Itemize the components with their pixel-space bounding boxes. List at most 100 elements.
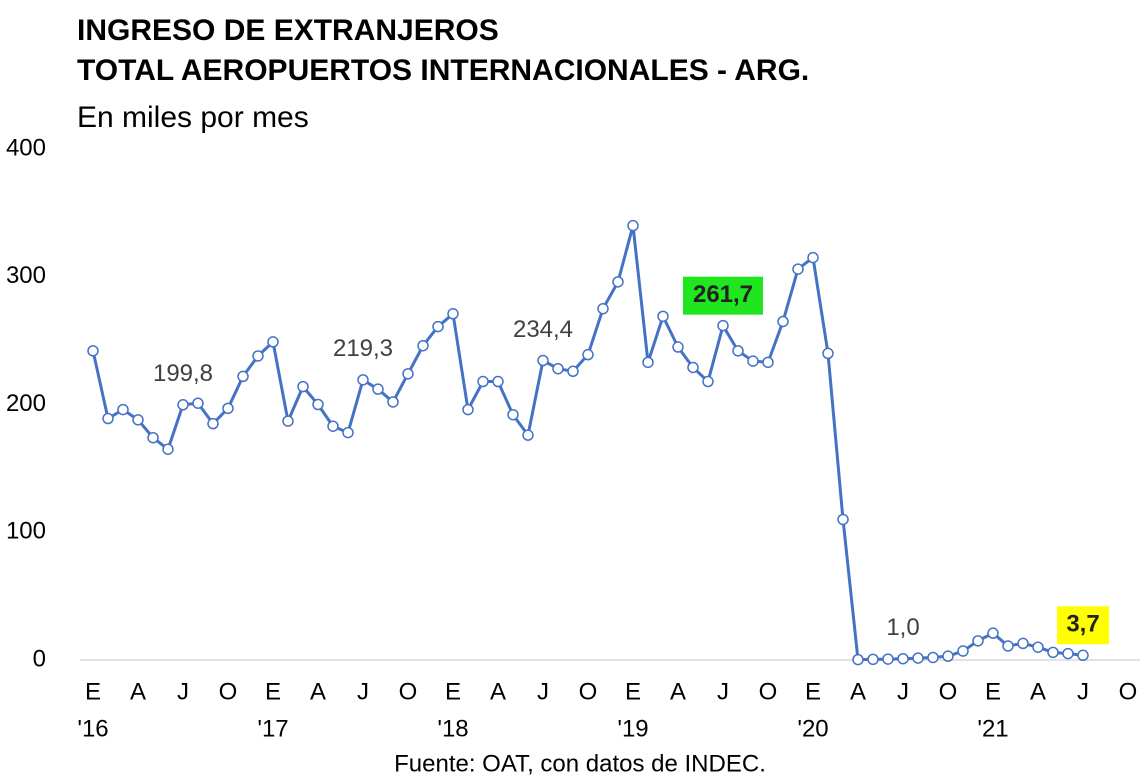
data-point (672, 341, 684, 353)
data-point (342, 426, 354, 439)
x-tick-label: E (85, 678, 101, 705)
x-tick-label: O (399, 678, 418, 705)
data-label: 199,8 (153, 360, 213, 387)
x-tick-label: E (445, 678, 461, 705)
data-point (987, 627, 999, 639)
y-tick-label: 400 (6, 134, 46, 161)
x-year-label: '20 (797, 715, 828, 742)
data-point (627, 219, 639, 232)
x-tick-label: E (625, 678, 641, 705)
y-tick-label: 200 (6, 390, 46, 417)
x-tick-label: J (717, 678, 729, 705)
x-year-label: '16 (77, 715, 108, 742)
data-point (417, 339, 429, 352)
data-point (522, 429, 534, 441)
data-point (747, 355, 759, 367)
data-point (552, 362, 564, 375)
data-point (267, 336, 279, 348)
chart-subtitle: En miles por mes (77, 101, 309, 134)
data-point (597, 302, 609, 315)
line-series (91, 224, 1084, 662)
data-point (237, 370, 249, 383)
data-point (447, 308, 459, 320)
x-tick-label: J (1077, 678, 1089, 705)
x-year-label: '18 (437, 715, 468, 742)
x-tick-label: O (939, 678, 958, 705)
x-tick-label: O (1119, 678, 1138, 705)
data-point (162, 443, 174, 455)
data-label: 1,0 (886, 614, 919, 641)
data-point (477, 375, 489, 388)
x-tick-label: J (177, 678, 189, 705)
data-point (807, 251, 819, 264)
data-point (1032, 641, 1044, 653)
source-note: Fuente: OAT, con datos de INDEC. (394, 750, 766, 777)
data-label: 3,7 (1066, 611, 1099, 638)
data-point (912, 652, 924, 664)
data-point (612, 276, 624, 288)
data-point (837, 513, 849, 526)
data-label: 261,7 (693, 281, 753, 308)
chart-title: INGRESO DE EXTRANJEROS (77, 14, 499, 47)
x-year-label: '17 (257, 715, 288, 742)
data-point (777, 315, 789, 328)
data-point (222, 402, 234, 415)
data-point (177, 399, 189, 411)
data-point (207, 417, 219, 430)
data-point (387, 396, 399, 408)
x-tick-label: A (310, 678, 326, 705)
data-point (732, 345, 744, 357)
x-tick-label: J (537, 678, 549, 705)
data-point (867, 653, 879, 666)
chart-title: TOTAL AEROPUERTOS INTERNACIONALES - ARG. (77, 54, 809, 87)
x-tick-label: E (265, 678, 281, 705)
data-point (252, 350, 264, 362)
data-point (507, 408, 519, 421)
data-point (927, 651, 939, 664)
data-point (432, 320, 444, 333)
data-point (102, 412, 114, 425)
x-tick-label: J (897, 678, 909, 705)
y-tick-label: 100 (6, 518, 46, 545)
x-year-label: '21 (977, 715, 1008, 742)
x-year-label: '19 (617, 715, 648, 742)
value-label-highlight (683, 276, 763, 315)
data-point (957, 645, 969, 657)
x-tick-label: O (219, 678, 238, 705)
data-point (792, 263, 804, 275)
x-tick-label: A (1030, 678, 1046, 705)
data-point (357, 374, 369, 386)
x-tick-label: J (357, 678, 369, 705)
x-tick-label: E (805, 678, 821, 705)
value-label-highlight (1057, 606, 1109, 645)
data-point (1062, 647, 1074, 660)
data-point (297, 380, 309, 393)
data-point (147, 431, 159, 444)
data-point (657, 310, 669, 323)
data-point (582, 348, 594, 361)
data-point (537, 354, 549, 367)
data-point (702, 375, 714, 388)
data-point (567, 365, 579, 378)
data-label: 234,4 (513, 316, 573, 343)
x-tick-label: A (850, 678, 866, 705)
y-tick-label: 0 (33, 645, 46, 672)
x-tick-label: A (130, 678, 146, 705)
data-point (972, 635, 984, 647)
data-point (372, 383, 384, 395)
data-point (942, 650, 954, 662)
x-tick-label: E (985, 678, 1001, 705)
data-point (852, 653, 864, 666)
data-point (687, 361, 699, 374)
data-point (882, 653, 894, 665)
data-point (312, 398, 324, 411)
y-tick-label: 300 (6, 262, 46, 289)
data-point (1047, 646, 1059, 659)
data-point (717, 319, 729, 332)
data-point (462, 403, 474, 416)
data-point (1017, 637, 1029, 650)
x-tick-label: A (490, 678, 506, 705)
data-point (1077, 649, 1089, 662)
data-point (402, 368, 414, 380)
